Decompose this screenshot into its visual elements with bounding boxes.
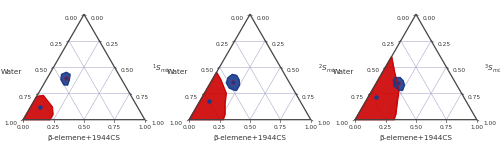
Text: 1.00: 1.00 (4, 121, 17, 126)
Text: 0.50: 0.50 (34, 68, 48, 73)
Text: 0.25: 0.25 (213, 125, 226, 129)
Text: 1.00: 1.00 (317, 121, 330, 126)
Text: 0.25: 0.25 (382, 42, 394, 47)
Text: 0.00: 0.00 (182, 125, 196, 129)
Text: 0.00: 0.00 (16, 125, 30, 129)
Text: β-elemene+1944CS: β-elemene+1944CS (380, 135, 452, 142)
Polygon shape (355, 57, 399, 120)
Polygon shape (226, 74, 239, 90)
Text: 0.50: 0.50 (286, 68, 300, 73)
Text: $^3S_{mix}$: $^3S_{mix}$ (484, 63, 500, 75)
Text: 1.00: 1.00 (304, 125, 318, 129)
Text: 0.50: 0.50 (410, 125, 422, 129)
Text: 0.00: 0.00 (64, 16, 78, 21)
Text: 0.00: 0.00 (90, 16, 104, 21)
Text: 0.75: 0.75 (302, 95, 315, 99)
Text: 0.75: 0.75 (19, 95, 32, 99)
Text: Water: Water (0, 69, 22, 75)
Text: 1.00: 1.00 (470, 125, 484, 129)
Text: 0.25: 0.25 (50, 42, 62, 47)
Text: 0.25: 0.25 (379, 125, 392, 129)
Text: 1.00: 1.00 (170, 121, 183, 126)
Text: 0.50: 0.50 (78, 125, 90, 129)
Text: 0.25: 0.25 (106, 42, 118, 47)
Text: 0.50: 0.50 (366, 68, 380, 73)
Text: β-elemene+1944CS: β-elemene+1944CS (214, 135, 286, 142)
Text: 0.75: 0.75 (274, 125, 287, 129)
Text: 0.75: 0.75 (185, 95, 198, 99)
Text: 0.25: 0.25 (47, 125, 60, 129)
Text: 0.75: 0.75 (468, 95, 481, 99)
Text: 0.75: 0.75 (351, 95, 364, 99)
Polygon shape (394, 78, 404, 90)
Text: 1.00: 1.00 (138, 125, 151, 129)
Text: 0.75: 0.75 (108, 125, 121, 129)
Text: 1.00: 1.00 (483, 121, 496, 126)
Text: β-elemene+1944CS: β-elemene+1944CS (48, 135, 120, 142)
Text: 0.75: 0.75 (136, 95, 149, 99)
Polygon shape (61, 72, 70, 85)
Text: 0.25: 0.25 (216, 42, 228, 47)
Text: 0.25: 0.25 (272, 42, 284, 47)
Text: 0.00: 0.00 (256, 16, 270, 21)
Text: 0.50: 0.50 (452, 68, 466, 73)
Text: 0.00: 0.00 (422, 16, 436, 21)
Text: 1.00: 1.00 (151, 121, 164, 126)
Text: $^1S_{mix}$: $^1S_{mix}$ (152, 63, 172, 75)
Text: Water: Water (332, 69, 353, 75)
Text: 1.00: 1.00 (336, 121, 349, 126)
Text: 0.50: 0.50 (244, 125, 256, 129)
Text: Water: Water (166, 69, 188, 75)
Text: 0.25: 0.25 (438, 42, 450, 47)
Text: 0.00: 0.00 (396, 16, 409, 21)
Text: 0.00: 0.00 (348, 125, 362, 129)
Polygon shape (23, 95, 53, 120)
Text: 0.00: 0.00 (230, 16, 243, 21)
Text: 0.50: 0.50 (200, 68, 213, 73)
Text: 0.50: 0.50 (120, 68, 134, 73)
Text: 0.75: 0.75 (440, 125, 453, 129)
Text: $^2S_{mix}$: $^2S_{mix}$ (318, 63, 338, 75)
Polygon shape (189, 72, 226, 120)
